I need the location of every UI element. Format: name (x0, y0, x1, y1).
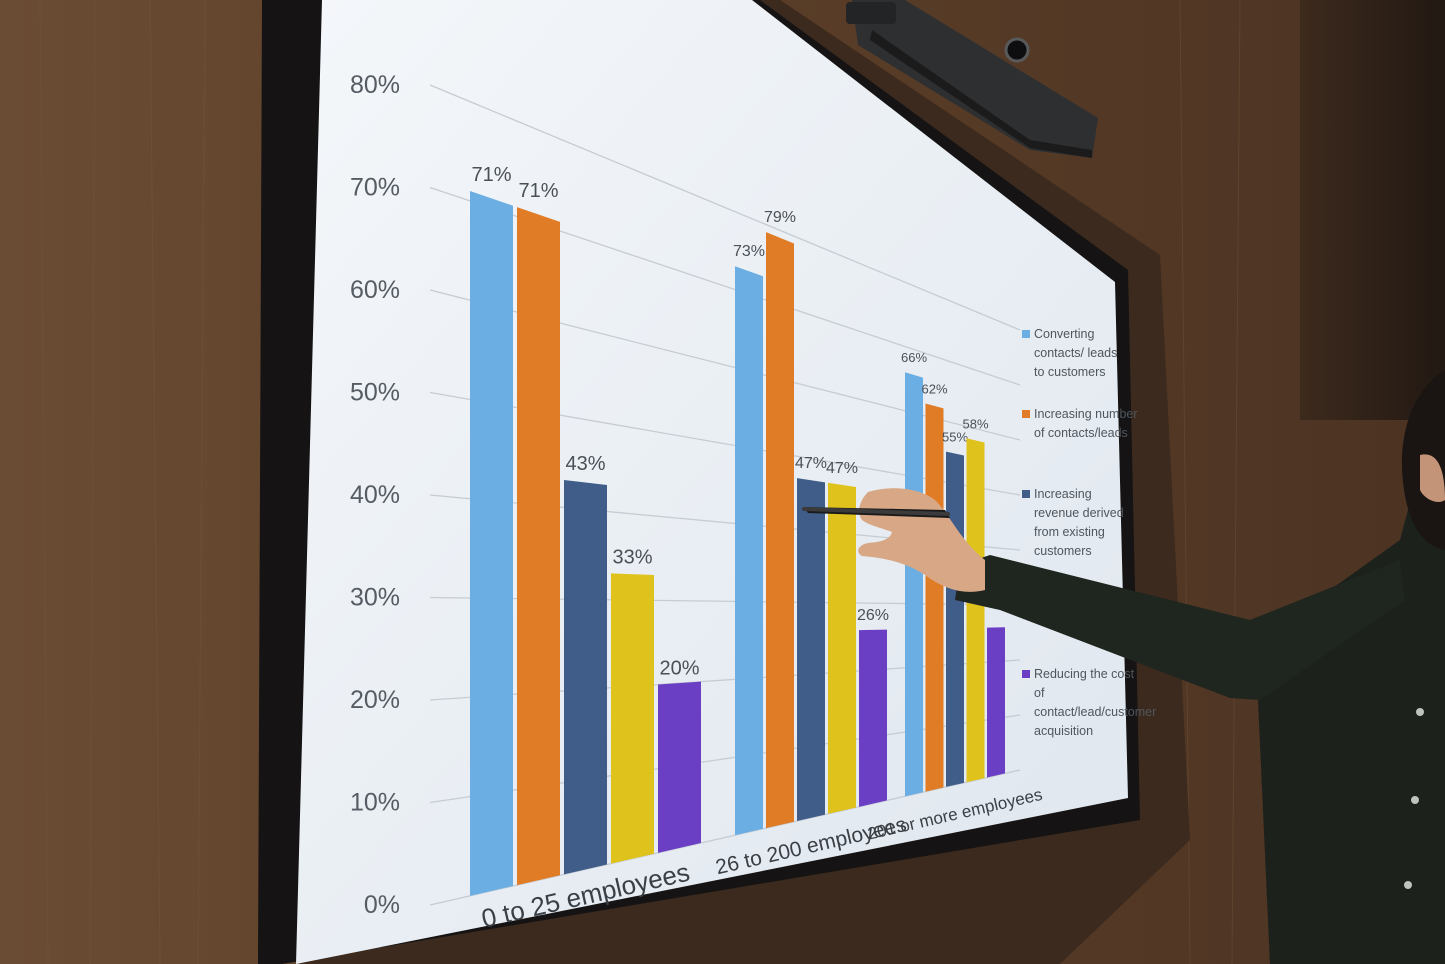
chart-bar (470, 190, 513, 896)
y-tick-label: 50% (350, 379, 400, 407)
gridline (429, 84, 1021, 331)
y-tick-label: 70% (350, 174, 400, 202)
chart-bar (658, 681, 701, 853)
bar-data-label: 26% (857, 607, 889, 624)
chart-bar (905, 372, 923, 797)
camera-lens-icon (1004, 37, 1030, 63)
wall-texture (39, 0, 1241, 964)
bar-data-label: 62% (921, 381, 947, 396)
chart-bar (517, 207, 560, 886)
y-tick-label: 80% (350, 71, 400, 99)
bar-data-label: 73% (733, 243, 765, 260)
shirt-button (1404, 881, 1412, 889)
bar-data-label: 79% (764, 209, 796, 226)
legend-label: acquisition (1034, 724, 1093, 738)
bar-data-label: 47% (826, 460, 858, 477)
legend-label: Increasing number (1034, 407, 1138, 421)
legend-label: Reducing the cost (1034, 667, 1135, 681)
shirt-button (1411, 796, 1419, 804)
legend-label: of (1034, 686, 1045, 700)
chart-bar (966, 438, 985, 783)
chart-bar (946, 451, 964, 787)
legend-label: customers (1034, 544, 1092, 558)
bar-chart: 0% 10% 20% 30% 40% 50% 60% 70% 80% 71% 71% 43% 33% 20… (350, 71, 1156, 934)
stylus-pen (802, 507, 950, 518)
bar-data-label: 66% (901, 350, 927, 365)
legend-swatch (1022, 410, 1030, 418)
bar-data-label: 71% (518, 180, 558, 202)
legend-label: contacts/ leads (1034, 346, 1117, 360)
y-tick-label: 30% (350, 584, 400, 612)
legend-label: from existing (1034, 525, 1105, 539)
y-tick-label: 0% (364, 891, 400, 919)
chart-bar (828, 482, 856, 814)
wall-dark-corner (1300, 0, 1445, 420)
gridline (429, 769, 1021, 906)
bar-data-label: 71% (471, 164, 511, 186)
chart-bar (925, 403, 944, 792)
y-tick-label: 10% (350, 789, 400, 817)
legend-label: contact/lead/customer (1034, 705, 1156, 719)
bar-data-label: 55% (942, 430, 968, 445)
legend-label: revenue derived (1034, 506, 1124, 520)
chart-bar (859, 629, 887, 807)
bar-data-label: 33% (612, 546, 652, 568)
legend-label: Converting (1034, 327, 1094, 341)
presenter-ear (1420, 454, 1445, 502)
shirt-button (1416, 708, 1424, 716)
chart-bar (564, 479, 607, 875)
bar-data-label: 43% (565, 453, 605, 475)
bar-data-label: 20% (659, 658, 699, 680)
chart-bar (797, 478, 825, 822)
legend-label: Increasing (1034, 487, 1092, 501)
presenter-body (1258, 370, 1445, 964)
y-tick-label: 40% (350, 481, 400, 509)
bar-data-label: 58% (962, 416, 988, 431)
legend-label: of contacts/leads (1034, 426, 1128, 440)
chart-bar (987, 627, 1005, 778)
y-tick-label: 20% (350, 686, 400, 714)
y-tick-label: 60% (350, 276, 400, 304)
legend-label: to customers (1034, 365, 1106, 379)
legend-swatch (1022, 670, 1030, 678)
legend-swatch (1022, 490, 1030, 498)
webcam-bar (846, 0, 1098, 158)
bar-data-label: 47% (795, 455, 827, 472)
chart-bar (735, 266, 763, 836)
chart-bar (766, 232, 794, 829)
legend-swatch (1022, 330, 1030, 338)
chart-bar (611, 573, 654, 864)
presenter-arm (955, 555, 1405, 700)
